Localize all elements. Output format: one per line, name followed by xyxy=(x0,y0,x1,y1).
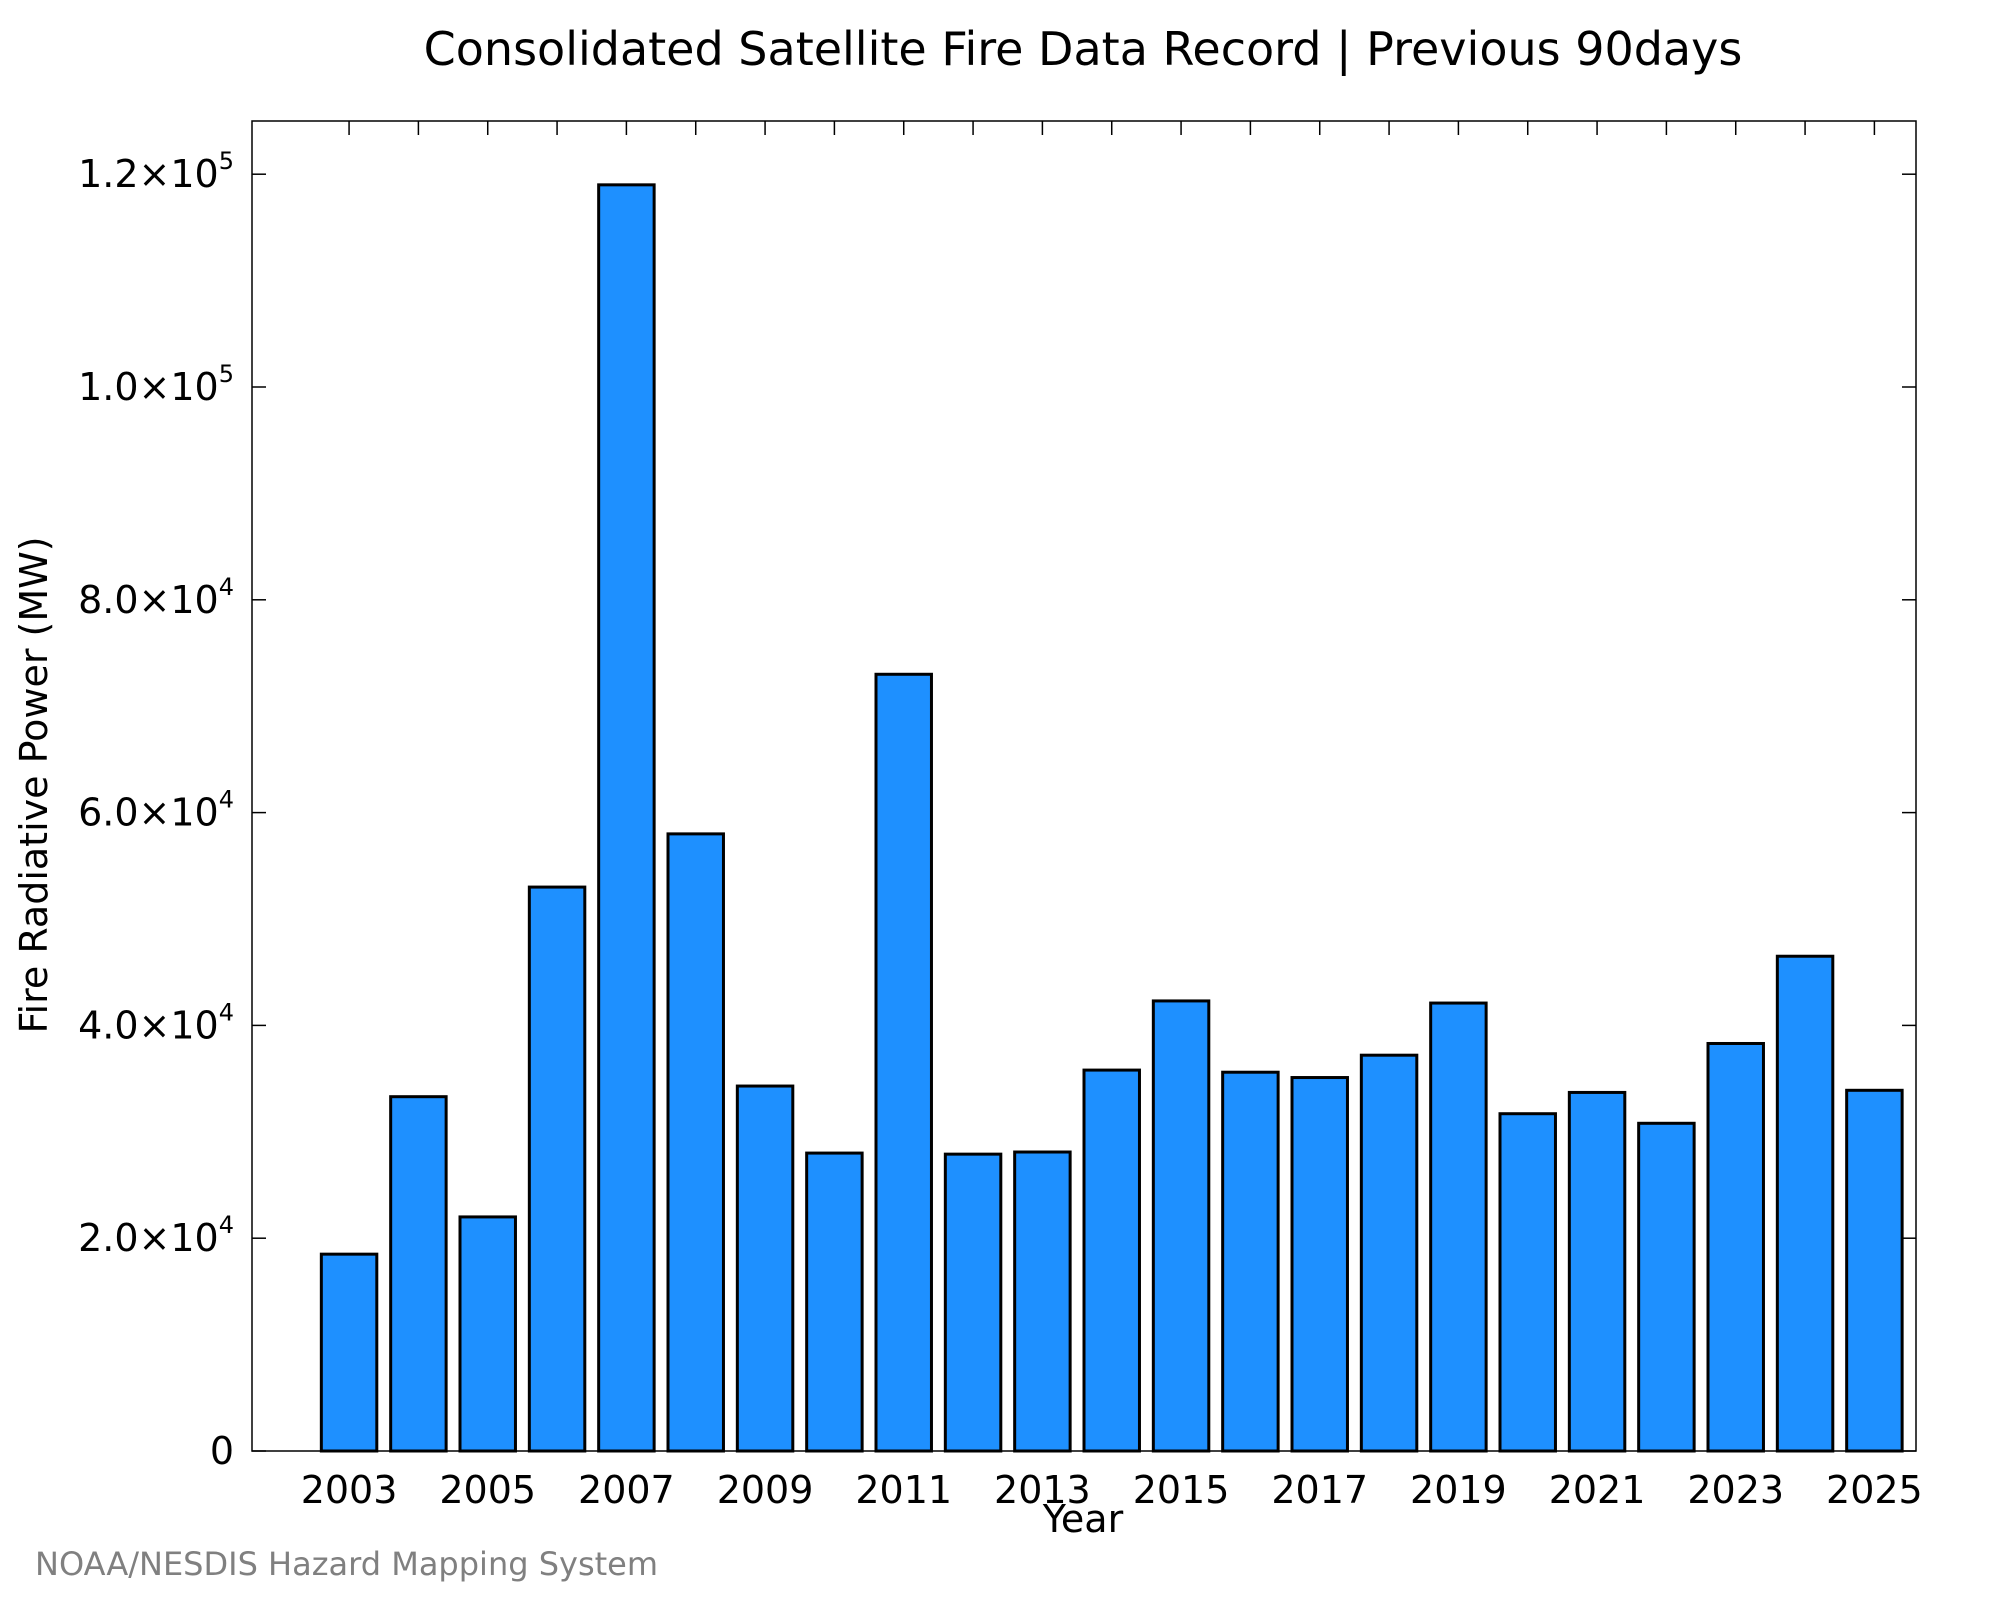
bar-2013 xyxy=(1013,1150,1072,1453)
bar-2008 xyxy=(666,832,725,1453)
x-tick-label: 2009 xyxy=(717,1468,814,1512)
y-tick-mantissa: 4.0×10 xyxy=(78,1003,219,1047)
bar-2021 xyxy=(1567,1090,1627,1453)
x-tick-label: 2015 xyxy=(1133,1468,1230,1512)
y-tick-mantissa: 1.2×10 xyxy=(78,152,219,196)
y-tick-mantissa: 6.0×10 xyxy=(78,791,219,835)
bar-2014 xyxy=(1082,1068,1141,1453)
y-tick-label: 1.2×105 xyxy=(78,147,234,196)
bar-2007 xyxy=(597,183,656,1453)
bar-2011 xyxy=(874,672,933,1453)
x-tick-label: 2023 xyxy=(1687,1468,1784,1512)
x-tick-label: 2017 xyxy=(1271,1468,1368,1512)
bar-2004 xyxy=(389,1095,448,1453)
bar-2010 xyxy=(805,1151,864,1453)
y-tick-exponent: 4 xyxy=(219,998,234,1026)
x-tick-label: 2005 xyxy=(439,1468,536,1512)
x-axis-label: Year xyxy=(1042,1497,1124,1541)
bar-2019 xyxy=(1429,1001,1488,1453)
bar-2006 xyxy=(527,885,587,1453)
bar-series xyxy=(319,183,1904,1453)
y-tick-mantissa: 0 xyxy=(210,1429,234,1473)
y-tick-label: 1.0×105 xyxy=(78,360,234,409)
y-tick-label: 8.0×104 xyxy=(78,573,234,622)
y-tick-mantissa: 1.0×10 xyxy=(78,365,219,409)
y-tick-label: 2.0×104 xyxy=(78,1211,234,1260)
bar-2022 xyxy=(1637,1121,1696,1453)
x-tick-label: 2021 xyxy=(1549,1468,1646,1512)
y-tick-mantissa: 2.0×10 xyxy=(78,1216,219,1260)
bar-2009 xyxy=(735,1084,795,1453)
bar-2005 xyxy=(458,1215,517,1453)
y-tick-label: 6.0×104 xyxy=(78,786,234,835)
chart-title: Consolidated Satellite Fire Data Record … xyxy=(424,22,1743,77)
y-tick-exponent: 5 xyxy=(219,147,234,175)
y-tick-exponent: 4 xyxy=(219,1211,234,1239)
y-tick-exponent: 5 xyxy=(219,360,234,388)
y-tick-exponent: 4 xyxy=(219,786,234,814)
bar-2024 xyxy=(1775,954,1835,1453)
y-tick-mantissa: 8.0×10 xyxy=(78,578,219,622)
bar-2020 xyxy=(1498,1112,1557,1453)
x-tick-label: 2007 xyxy=(578,1468,675,1512)
y-axis-ticks: 02.0×1044.0×1046.0×1048.0×1041.0×1051.2×… xyxy=(78,147,1916,1473)
x-tick-label: 2003 xyxy=(301,1468,398,1512)
x-tick-label: 2013 xyxy=(994,1468,1091,1512)
bar-2012 xyxy=(943,1152,1003,1453)
source-credit: NOAA/NESDIS Hazard Mapping System xyxy=(35,1545,658,1583)
y-axis-label: Fire Radiative Power (MW) xyxy=(12,536,56,1033)
bar-2023 xyxy=(1706,1041,1765,1453)
y-tick-exponent: 4 xyxy=(219,573,234,601)
x-tick-label: 2019 xyxy=(1410,1468,1507,1512)
plot-frame xyxy=(251,120,1917,1452)
x-axis-ticks: 2003 2005 2007 2009 2011 2013 2015 2017 2019 2021… xyxy=(301,121,1923,1512)
y-tick-label: 0 xyxy=(210,1429,234,1473)
bar-2003 xyxy=(319,1252,379,1453)
y-tick-label: 4.0×104 xyxy=(78,998,234,1047)
x-tick-label: 2011 xyxy=(855,1468,952,1512)
bar-2015 xyxy=(1151,999,1211,1453)
bar-2025 xyxy=(1845,1088,1904,1453)
x-tick-label: 2025 xyxy=(1826,1468,1923,1512)
bar-2016 xyxy=(1221,1070,1280,1453)
bar-2018 xyxy=(1359,1053,1419,1453)
bar-2017 xyxy=(1290,1076,1349,1453)
